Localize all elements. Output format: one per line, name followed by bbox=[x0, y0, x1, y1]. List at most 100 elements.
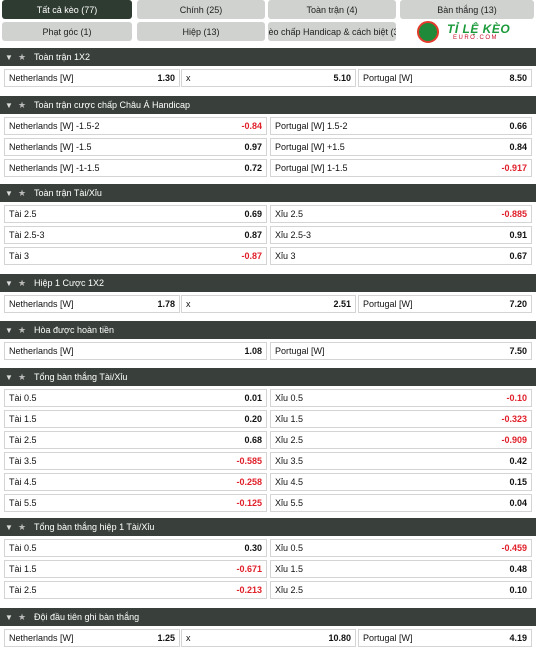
odds-cell[interactable]: Tài 2.5 0.69 bbox=[4, 205, 267, 223]
odds-cell[interactable]: Tài 3.5 -0.585 bbox=[4, 452, 267, 470]
selection-label: Portugal [W] 1-1.5 bbox=[275, 163, 348, 173]
market-tabs: Tất cả kèo (77) Chính (25) Toàn trận (4)… bbox=[0, 0, 536, 44]
odds-cell[interactable]: Xỉu 2.5 -0.909 bbox=[270, 431, 532, 449]
odds-cell[interactable]: x 2.51 bbox=[181, 295, 356, 313]
odds-cell[interactable]: Xỉu 0.5 -0.10 bbox=[270, 389, 532, 407]
odds-cell[interactable]: Tài 4.5 -0.258 bbox=[4, 473, 267, 491]
odds-cell[interactable]: Tài 0.5 0.30 bbox=[4, 539, 267, 557]
odds-cell[interactable]: Tài 5.5 -0.125 bbox=[4, 494, 267, 512]
market-header[interactable]: ▼ ★ Hiệp 1 Cược 1X2 bbox=[0, 274, 536, 292]
odds-value: -0.213 bbox=[236, 585, 262, 595]
odds-cell[interactable]: Xỉu 3 0.67 bbox=[270, 247, 532, 265]
star-icon[interactable]: ★ bbox=[18, 324, 27, 335]
selection-label: Xỉu 2.5 bbox=[275, 209, 304, 219]
selection-label: Tài 2.5 bbox=[9, 435, 37, 445]
odds-value: -0.125 bbox=[236, 498, 262, 508]
market-header[interactable]: ▼ ★ Tổng bàn thắng Tài/Xỉu bbox=[0, 368, 536, 386]
odds-value: 0.87 bbox=[244, 230, 262, 240]
odds-cell[interactable]: Portugal [W] 1-1.5 -0.917 bbox=[270, 159, 532, 177]
odds-cell[interactable]: Netherlands [W] -1.5 0.97 bbox=[4, 138, 267, 156]
odds-cell[interactable]: Tài 2.5 -0.213 bbox=[4, 581, 267, 599]
odds-cell[interactable]: Portugal [W] 7.50 bbox=[270, 342, 532, 360]
tab-halves[interactable]: Hiệp (13) bbox=[137, 22, 265, 41]
star-icon[interactable]: ★ bbox=[18, 51, 27, 62]
odds-cell[interactable]: Xỉu 2.5-3 0.91 bbox=[270, 226, 532, 244]
odds-cell[interactable]: Portugal [W] +1.5 0.84 bbox=[270, 138, 532, 156]
market-header[interactable]: ▼ ★ Toàn trận cược chấp Châu Á Handicap bbox=[0, 96, 536, 114]
odds-cell[interactable]: Xỉu 3.5 0.42 bbox=[270, 452, 532, 470]
market-header[interactable]: ▼ ★ Tổng bàn thắng hiệp 1 Tài/Xỉu bbox=[0, 518, 536, 536]
chevron-down-icon[interactable]: ▼ bbox=[5, 52, 13, 62]
star-icon[interactable]: ★ bbox=[18, 371, 27, 382]
odds-value: 0.15 bbox=[509, 477, 527, 487]
selection-label: Xỉu 1.5 bbox=[275, 414, 304, 424]
tab-corners[interactable]: Phạt góc (1) bbox=[2, 22, 132, 41]
odds-value: 0.67 bbox=[509, 251, 527, 261]
odds-cell[interactable]: Tài 1.5 -0.671 bbox=[4, 560, 267, 578]
odds-row: Tài 3.5 -0.585 Xỉu 3.5 0.42 bbox=[0, 452, 536, 470]
star-icon[interactable]: ★ bbox=[18, 277, 27, 288]
selection-label: Tài 1.5 bbox=[9, 564, 37, 574]
chevron-down-icon[interactable]: ▼ bbox=[5, 522, 13, 532]
selection-label: Tài 1.5 bbox=[9, 414, 37, 424]
odds-cell[interactable]: Tài 2.5 0.68 bbox=[4, 431, 267, 449]
selection-label: Tài 3.5 bbox=[9, 456, 37, 466]
odds-cell[interactable]: Portugal [W] 8.50 bbox=[358, 69, 532, 87]
chevron-down-icon[interactable]: ▼ bbox=[5, 278, 13, 288]
odds-cell[interactable]: Portugal [W] 1.5-2 0.66 bbox=[270, 117, 532, 135]
odds-cell[interactable]: Xỉu 4.5 0.15 bbox=[270, 473, 532, 491]
odds-value: 0.66 bbox=[509, 121, 527, 131]
star-icon[interactable]: ★ bbox=[18, 187, 27, 198]
market-header[interactable]: ▼ ★ Hòa được hoàn tiền bbox=[0, 321, 536, 339]
tab-all-markets[interactable]: Tất cả kèo (77) bbox=[2, 0, 132, 19]
odds-cell[interactable]: Netherlands [W] -1-1.5 0.72 bbox=[4, 159, 267, 177]
odds-row: Netherlands [W] -1.5-2 -0.84 Portugal [W] … bbox=[0, 117, 536, 135]
odds-value: 7.20 bbox=[509, 299, 527, 309]
odds-cell[interactable]: x 5.10 bbox=[181, 69, 356, 87]
odds-cell[interactable]: Netherlands [W] 1.08 bbox=[4, 342, 267, 360]
selection-label: Portugal [W] +1.5 bbox=[275, 142, 345, 152]
star-icon[interactable]: ★ bbox=[18, 521, 27, 532]
tab-goals[interactable]: Bàn thắng (13) bbox=[400, 0, 534, 19]
odds-cell[interactable]: Xỉu 0.5 -0.459 bbox=[270, 539, 532, 557]
selection-label: Xỉu 0.5 bbox=[275, 543, 304, 553]
odds-cell[interactable]: Tài 2.5-3 0.87 bbox=[4, 226, 267, 244]
market-title: Toàn trận Tài/Xỉu bbox=[34, 188, 102, 198]
odds-value: 1.25 bbox=[157, 633, 175, 643]
chevron-down-icon[interactable]: ▼ bbox=[5, 612, 13, 622]
market-header[interactable]: ▼ ★ Đội đầu tiên ghi bàn thắng bbox=[0, 608, 536, 626]
odds-cell[interactable]: Xỉu 1.5 -0.323 bbox=[270, 410, 532, 428]
odds-cell[interactable]: Netherlands [W] -1.5-2 -0.84 bbox=[4, 117, 267, 135]
selection-label: x bbox=[186, 633, 191, 643]
chevron-down-icon[interactable]: ▼ bbox=[5, 100, 13, 110]
selection-label: Xỉu 2.5 bbox=[275, 435, 304, 445]
odds-row: Tài 3 -0.87 Xỉu 3 0.67 bbox=[0, 247, 536, 265]
market-header[interactable]: ▼ ★ Toàn trận Tài/Xỉu bbox=[0, 184, 536, 202]
odds-value: 0.68 bbox=[244, 435, 262, 445]
odds-cell[interactable]: Portugal [W] 4.19 bbox=[358, 629, 532, 647]
selection-label: Netherlands [W] bbox=[9, 299, 74, 309]
odds-cell[interactable]: Tài 3 -0.87 bbox=[4, 247, 267, 265]
odds-cell[interactable]: Netherlands [W] 1.78 bbox=[4, 295, 180, 313]
odds-cell[interactable]: Tài 1.5 0.20 bbox=[4, 410, 267, 428]
chevron-down-icon[interactable]: ▼ bbox=[5, 325, 13, 335]
odds-cell[interactable]: x 10.80 bbox=[181, 629, 356, 647]
market-title: Toàn trận cược chấp Châu Á Handicap bbox=[34, 100, 191, 110]
odds-cell[interactable]: Xỉu 2.5 0.10 bbox=[270, 581, 532, 599]
star-icon[interactable]: ★ bbox=[18, 99, 27, 110]
odds-cell[interactable]: Xỉu 2.5 -0.885 bbox=[270, 205, 532, 223]
tab-full-match[interactable]: Toàn trận (4) bbox=[268, 0, 396, 19]
tab-handicap[interactable]: Kèo chấp Handicap & cách biệt (3) bbox=[268, 22, 396, 41]
chevron-down-icon[interactable]: ▼ bbox=[5, 188, 13, 198]
star-icon[interactable]: ★ bbox=[18, 611, 27, 622]
odds-cell[interactable]: Netherlands [W] 1.25 bbox=[4, 629, 180, 647]
market-header[interactable]: ▼ ★ Toàn trận 1X2 bbox=[0, 48, 536, 66]
chevron-down-icon[interactable]: ▼ bbox=[5, 372, 13, 382]
odds-cell[interactable]: Xỉu 5.5 0.04 bbox=[270, 494, 532, 512]
odds-cell[interactable]: Netherlands [W] 1.30 bbox=[4, 69, 180, 87]
odds-cell[interactable]: Portugal [W] 7.20 bbox=[358, 295, 532, 313]
odds-cell[interactable]: Xỉu 1.5 0.48 bbox=[270, 560, 532, 578]
odds-value: -0.885 bbox=[501, 209, 527, 219]
odds-cell[interactable]: Tài 0.5 0.01 bbox=[4, 389, 267, 407]
tab-main[interactable]: Chính (25) bbox=[137, 0, 265, 19]
